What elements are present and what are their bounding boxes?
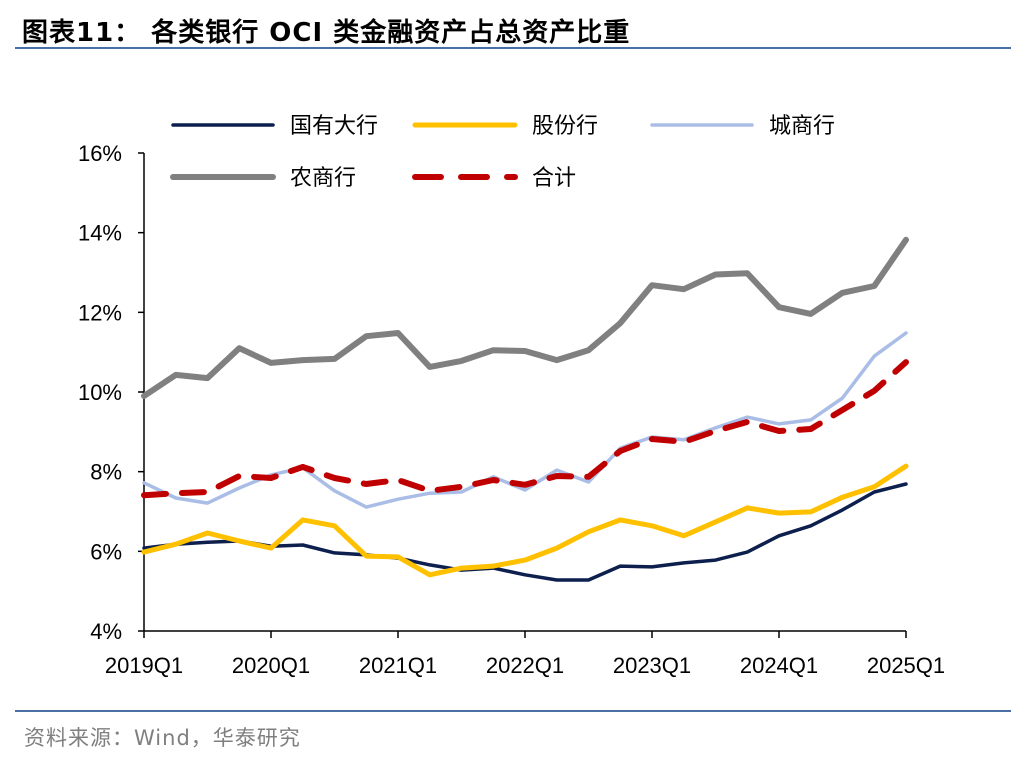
y-tick-label: 10%	[78, 380, 122, 405]
x-tick-label: 2023Q1	[613, 653, 691, 678]
legend-label: 国有大行	[290, 114, 378, 139]
title-divider	[15, 47, 1011, 49]
footer-divider	[15, 710, 1011, 712]
y-tick-label: 8%	[90, 460, 122, 485]
y-tick-label: 6%	[90, 539, 122, 564]
y-tick-label: 4%	[90, 619, 122, 644]
x-tick-label: 2025Q1	[867, 653, 945, 678]
legend-label: 合计	[532, 166, 576, 191]
x-tick-label: 2024Q1	[740, 653, 818, 678]
series-line-0	[142, 482, 908, 582]
x-tick-label: 2019Q1	[105, 653, 183, 678]
series-line-1	[141, 463, 909, 578]
legend-label: 股份行	[532, 114, 598, 139]
legend-label: 农商行	[290, 166, 356, 191]
y-tick-label: 12%	[78, 300, 122, 325]
source-note: 资料来源：Wind，华泰研究	[24, 726, 301, 750]
series-line-4	[141, 359, 909, 499]
y-tick-label: 14%	[78, 221, 122, 246]
x-tick-label: 2020Q1	[232, 653, 310, 678]
figure-title: 图表11： 各类银行 OCI 类金融资产占总资产比重	[22, 18, 631, 48]
y-tick-label: 16%	[78, 141, 122, 166]
x-tick-label: 2021Q1	[359, 653, 437, 678]
series-line-3	[141, 236, 909, 399]
legend-label: 城商行	[769, 114, 835, 139]
x-tick-label: 2022Q1	[486, 653, 564, 678]
